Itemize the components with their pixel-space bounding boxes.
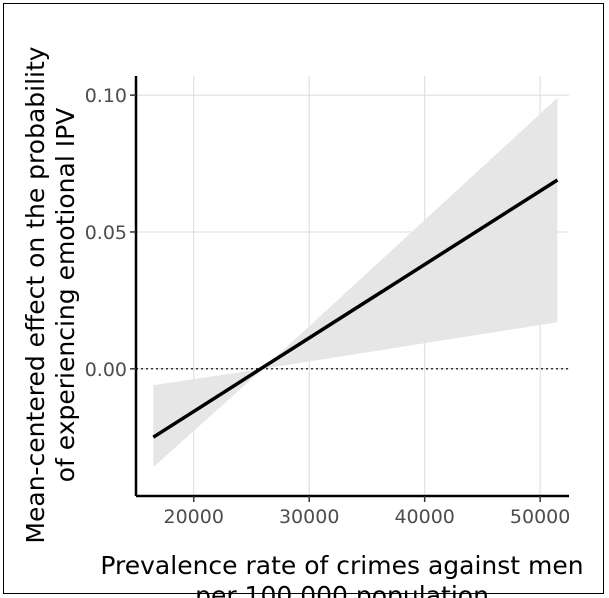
x-tick-label: 30000 [279, 506, 339, 528]
x-axis-title-line-1: Prevalence rate of crimes against men [100, 551, 583, 580]
fitted-line [152, 178, 559, 439]
y-tick-label: 0.05 [85, 222, 127, 244]
y-axis-title-line-1: Mean-centered effect on the probability [21, 46, 50, 543]
x-tick-label: 50000 [510, 506, 570, 528]
x-axis-title-line-2: per 100,000 population [195, 581, 489, 598]
y-tick-label: 0.10 [85, 85, 127, 107]
x-ticks: 20000 30000 40000 50000 [164, 496, 570, 528]
x-axis-title: Prevalence rate of crimes against men pe… [100, 551, 583, 598]
confidence-band [153, 97, 558, 468]
y-axis-title-line-2: of experiencing emotional IPV [51, 108, 80, 483]
y-axis-title: Mean-centered effect on the probability … [21, 46, 80, 543]
y-tick-label: 0.00 [85, 359, 127, 381]
x-tick-label: 40000 [394, 506, 454, 528]
x-tick-label: 20000 [164, 506, 224, 528]
y-ticks: 0.00 0.05 0.10 [85, 85, 136, 381]
